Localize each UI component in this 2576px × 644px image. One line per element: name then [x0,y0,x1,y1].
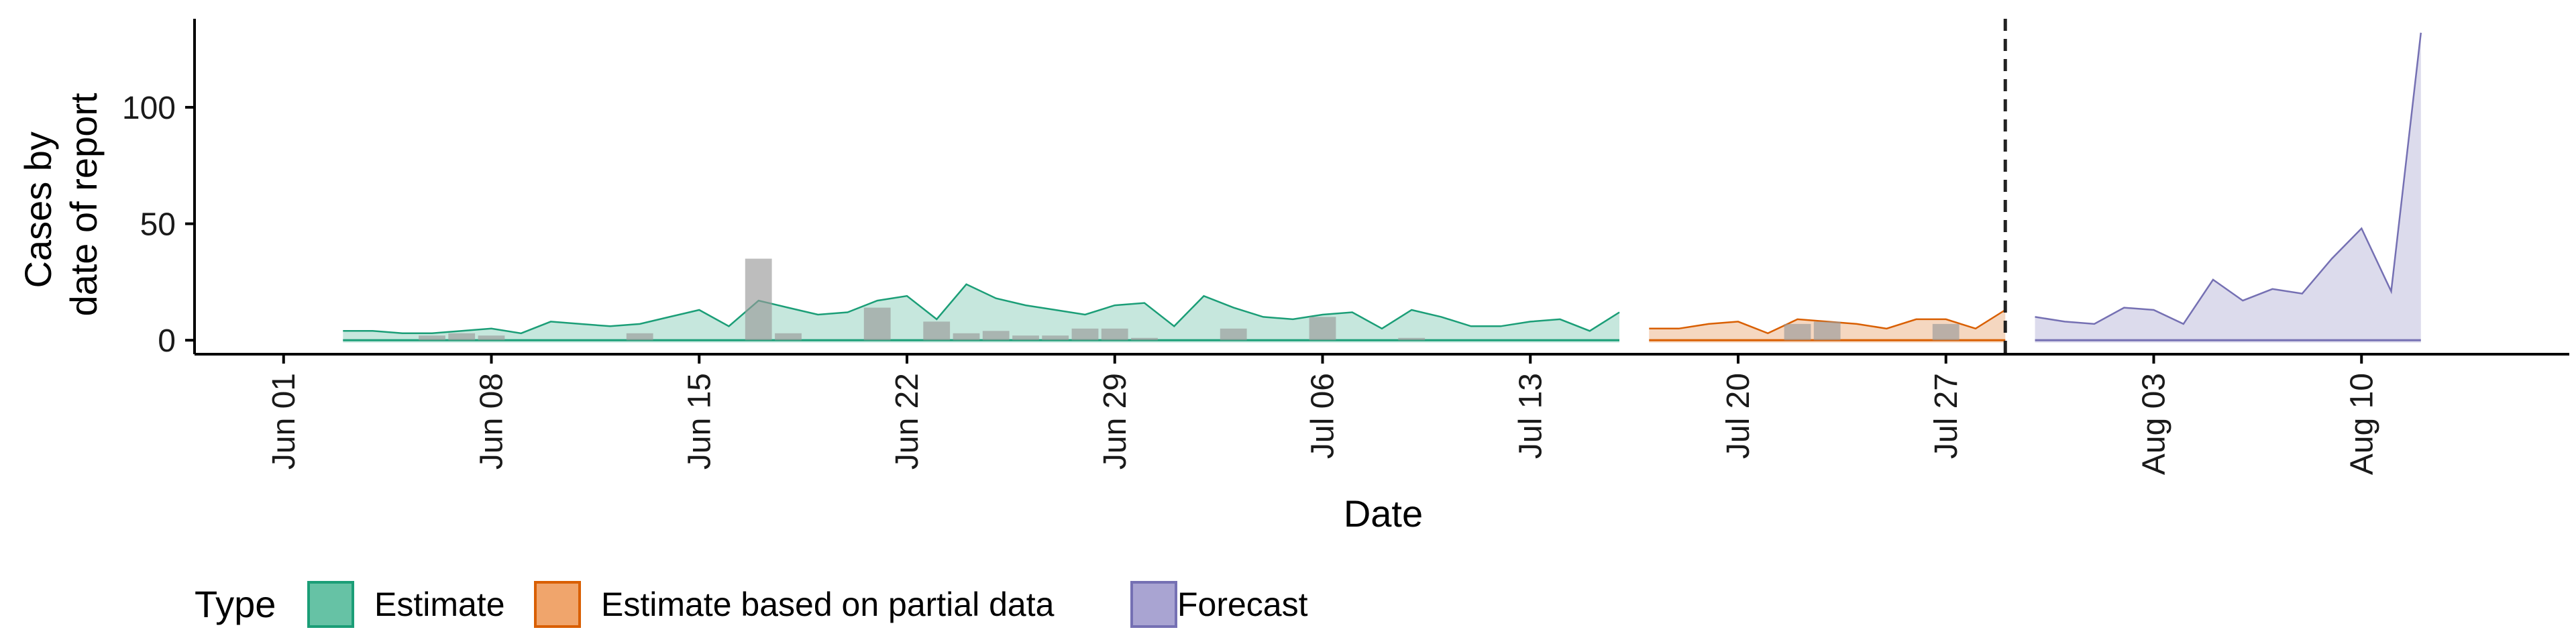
legend-label-estimate: Estimate [374,586,505,623]
reported-cases-bar-layer [419,258,1960,341]
y-axis-ticks: 0 50 100 [122,91,195,359]
y-tick-label: 50 [140,207,176,243]
legend-key-estimate [307,581,354,628]
reported-cases-bar [923,321,951,341]
y-tick-label: 100 [122,91,176,126]
area-forecast [2035,32,2421,343]
reported-cases-bar [982,331,1010,341]
legend-label-forecast: Forecast [1177,586,1308,623]
reported-cases-bar [419,335,445,341]
reported-cases-bar [1220,328,1247,341]
reported-cases-bar [626,333,653,341]
y-axis-title-line-1: Cases by [17,131,59,288]
reported-cases-bar [863,307,891,341]
x-tick-label: Jul 06 [1305,373,1341,459]
reported-cases-bar [1398,337,1426,341]
area-estimate [343,284,1619,343]
x-tick-label: Jun 08 [474,373,510,470]
x-axis-ticks: Jun 01 Jun 08 Jun 15 Jun 22 Jun 29 Jul 06 Jul … [266,354,2379,475]
x-tick-label: Jun 29 [1097,373,1133,470]
x-tick-label: Aug 03 [2137,373,2172,475]
x-tick-label: Jun 15 [682,373,717,470]
x-tick-label: Jul 13 [1513,373,1548,459]
x-tick-label: Jun 01 [266,373,302,470]
area-series-layer [343,32,2422,343]
legend-key-forecast [1130,581,1177,628]
legend-title: Type [195,583,276,625]
reported-cases-bar [1042,335,1069,341]
x-tick-label: Jun 22 [890,373,925,470]
reported-cases-bar [1932,323,1960,341]
reported-cases-bar [1784,323,1811,341]
y-tick-label: 0 [158,323,176,359]
reported-cases-bar [1813,321,1841,341]
reported-cases-bar [478,335,505,341]
reported-cases-bar [953,333,980,341]
x-tick-label: Jul 20 [1721,373,1756,459]
reported-cases-bar [775,333,802,341]
x-tick-label: Jul 27 [1929,373,1964,459]
x-axis-title: Date [1344,492,1423,535]
legend-label-partial: Estimate based on partial data [601,586,1055,623]
reported-cases-bar [448,333,476,341]
area-outline-estimate [343,283,1620,335]
legend: Type Estimate Estimate based on partial … [195,581,1308,628]
reported-cases-bar [1131,337,1158,341]
reported-cases-bar [1101,328,1128,341]
x-tick-label: Aug 10 [2344,373,2379,475]
reported-cases-bar [1309,317,1336,341]
y-axis-title-line-2: date of report [62,93,105,317]
legend-key-partial [534,581,581,628]
reported-cases-bar [1071,328,1099,341]
reported-cases-bar [1012,335,1039,341]
area-outline-forecast [2035,32,2422,325]
reported-cases-bar [745,258,772,341]
y-axis-title: Cases by date of report [17,93,105,317]
